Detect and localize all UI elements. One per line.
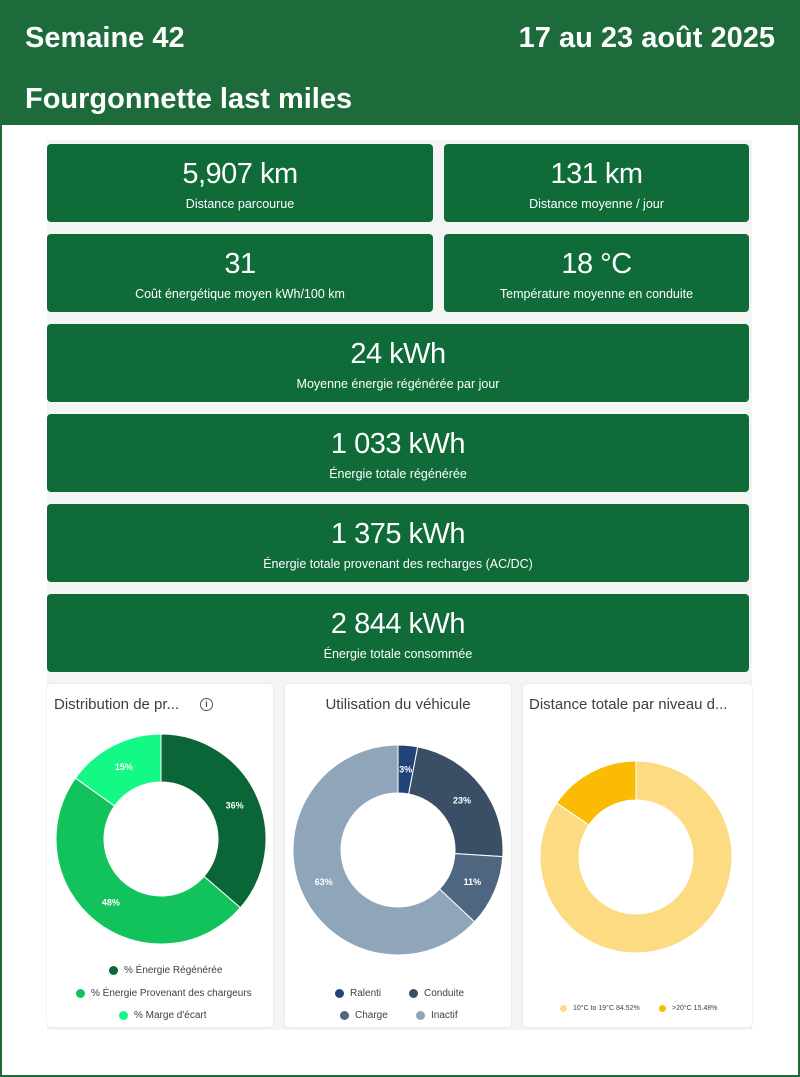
kpi-label: Énergie totale consommée bbox=[323, 647, 473, 661]
kpi-total-consumed: 2 844 kWh Énergie totale consommée bbox=[47, 594, 749, 672]
kpi-distance: 5,907 km Distance parcourue bbox=[47, 144, 433, 222]
legend-swatch bbox=[76, 989, 85, 998]
kpi-label: Température moyenne en conduite bbox=[499, 287, 694, 301]
chart-vehicle-usage: Utilisation du véhicule 3% 23% 11% 63% Rale… bbox=[285, 684, 511, 1027]
legend-item[interactable]: Inactif bbox=[416, 1010, 458, 1021]
date-range: 17 au 23 août 2025 bbox=[518, 22, 775, 54]
donut-chart: 3% 23% 11% 63% bbox=[292, 744, 504, 956]
kpi-value: 24 kWh bbox=[350, 338, 446, 370]
kpi-label: Moyenne énergie régénérée par jour bbox=[296, 377, 500, 391]
legend-item[interactable]: 10°C to 19°C 84.52% bbox=[560, 1005, 640, 1012]
slice-label: 36% bbox=[226, 800, 244, 810]
chart-title: Distribution de pr... bbox=[54, 696, 180, 713]
kpi-label: Coût énergétique moyen kWh/100 km bbox=[135, 287, 345, 301]
chart-energy-distribution: Distribution de pr... i 36% 48% 15% % Éner… bbox=[47, 684, 273, 1027]
legend-swatch bbox=[109, 966, 118, 975]
kpi-value: 18 °C bbox=[561, 248, 632, 280]
donut-slice[interactable] bbox=[539, 760, 733, 954]
legend-label: % Énergie Régénérée bbox=[124, 965, 223, 976]
legend-label: 10°C to 19°C 84.52% bbox=[573, 1005, 640, 1012]
kpi-label: Énergie totale régénérée bbox=[329, 467, 467, 481]
donut-slice[interactable] bbox=[55, 777, 242, 945]
donut-slice[interactable] bbox=[555, 760, 637, 826]
kpi-total-regen: 1 033 kWh Énergie totale régénérée bbox=[47, 414, 749, 492]
donut-chart: 36% 48% 15% bbox=[55, 733, 267, 945]
kpi-avg-distance: 131 km Distance moyenne / jour bbox=[444, 144, 749, 222]
donut-slice[interactable] bbox=[74, 733, 162, 807]
slice-label: 63% bbox=[315, 877, 333, 887]
kpi-avg-regen: 24 kWh Moyenne énergie régénérée par jour bbox=[47, 324, 749, 402]
kpi-energy-cost: 31 Coût énergétique moyen kWh/100 km bbox=[47, 234, 433, 312]
legend-item[interactable]: >20°C 15.48% bbox=[659, 1005, 717, 1012]
slice-label: 15% bbox=[115, 762, 133, 772]
chart-distance-by-temperature: Distance totale par niveau d... 10°C to … bbox=[523, 684, 752, 1027]
kpi-label: Distance moyenne / jour bbox=[529, 197, 664, 211]
legend-label: % Marge d'écart bbox=[134, 1010, 207, 1021]
slice-label: 48% bbox=[102, 898, 120, 908]
legend-label: Inactif bbox=[431, 1010, 458, 1021]
kpi-value: 1 375 kWh bbox=[330, 518, 466, 550]
legend-swatch bbox=[659, 1005, 666, 1012]
vehicle-group-title: Fourgonnette last miles bbox=[25, 83, 353, 115]
legend-item[interactable]: % Énergie Provenant des chargeurs bbox=[76, 988, 252, 999]
legend-swatch bbox=[340, 1011, 349, 1020]
kpi-value: 31 bbox=[224, 248, 256, 280]
kpi-value: 131 km bbox=[550, 158, 643, 190]
donut-slice[interactable] bbox=[160, 733, 267, 909]
slice-label: 23% bbox=[453, 795, 471, 805]
legend-swatch bbox=[409, 989, 418, 998]
slice-label: 3% bbox=[399, 764, 412, 774]
legend-label: % Énergie Provenant des chargeurs bbox=[91, 988, 252, 999]
kpi-label: Distance parcourue bbox=[185, 197, 295, 211]
legend-swatch bbox=[119, 1011, 128, 1020]
legend-swatch bbox=[416, 1011, 425, 1020]
legend-label: >20°C 15.48% bbox=[672, 1005, 718, 1012]
donut-slice[interactable] bbox=[292, 744, 476, 956]
legend-swatch bbox=[560, 1005, 567, 1012]
week-label: Semaine 42 bbox=[25, 22, 185, 54]
kpi-total-recharge: 1 375 kWh Énergie totale provenant des re… bbox=[47, 504, 749, 582]
chart-title: Utilisation du véhicule bbox=[325, 696, 471, 713]
legend-item[interactable]: Ralenti bbox=[335, 988, 381, 999]
legend-label: Ralenti bbox=[350, 988, 382, 999]
legend-item[interactable]: Conduite bbox=[409, 988, 464, 999]
donut-chart bbox=[539, 760, 733, 954]
legend-item[interactable]: Charge bbox=[340, 1010, 388, 1021]
kpi-value: 5,907 km bbox=[182, 158, 298, 190]
legend-label: Charge bbox=[355, 1010, 388, 1021]
legend-label: Conduite bbox=[424, 988, 465, 999]
chart-title: Distance totale par niveau d... bbox=[529, 696, 728, 713]
kpi-value: 1 033 kWh bbox=[330, 428, 466, 460]
slice-label: 11% bbox=[464, 877, 482, 887]
kpi-label: Énergie totale provenant des recharges (… bbox=[263, 557, 533, 571]
legend-item[interactable]: % Marge d'écart bbox=[119, 1010, 207, 1021]
legend-swatch bbox=[335, 989, 344, 998]
legend-item[interactable]: % Énergie Régénérée bbox=[109, 965, 222, 976]
kpi-value: 2 844 kWh bbox=[330, 608, 466, 640]
kpi-temperature: 18 °C Température moyenne en conduite bbox=[444, 234, 749, 312]
info-icon[interactable]: i bbox=[200, 698, 213, 711]
header: Semaine 42 17 au 23 août 2025 Fourgonnet… bbox=[0, 0, 800, 125]
